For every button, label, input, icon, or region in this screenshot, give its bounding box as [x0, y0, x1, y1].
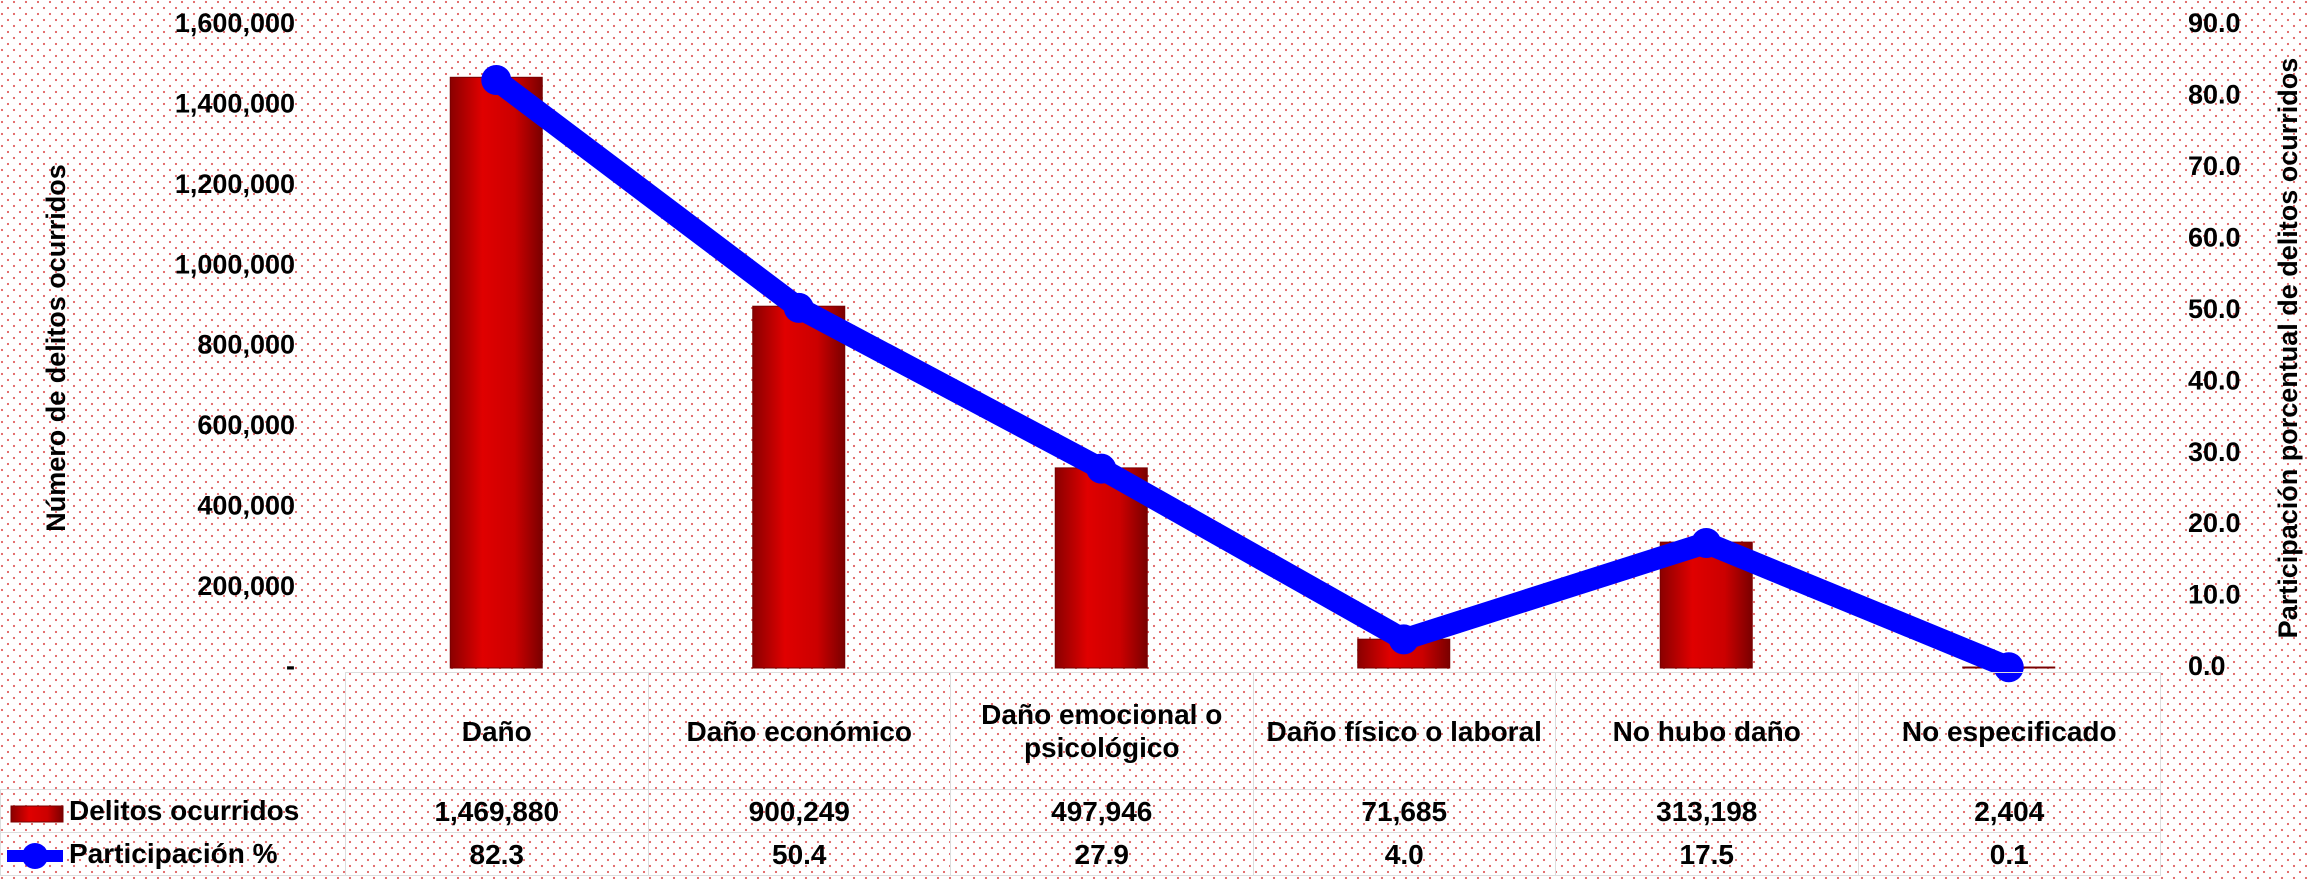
legend-marker: [22, 842, 48, 869]
y-tick-label: 800,000: [197, 330, 295, 360]
line-marker: [783, 292, 814, 323]
series-row: Delitos ocurridos 1,469,880 900,249 497,946…: [0, 789, 2161, 833]
y-axis-title: Número de delitos ocurridos: [41, 164, 71, 532]
category-label: Daño físico o laboral: [1252, 672, 1556, 790]
legend-swatch: [7, 842, 63, 869]
category-row: Daño Daño económico Daño emocional o psico…: [1, 672, 2161, 790]
value-label: 50.4: [647, 832, 951, 876]
line-marker: [1086, 453, 1117, 484]
value-label: 0.1: [1857, 832, 2161, 876]
category-label: Daño económico: [647, 672, 951, 790]
y2-tick-label: 0.0: [2188, 651, 2226, 681]
y2-tick-label: 80.0: [2188, 80, 2241, 110]
legend-label: Delitos ocurridos: [69, 795, 300, 827]
y2-tick-label: 60.0: [2188, 222, 2241, 252]
value-label: 27.9: [950, 832, 1254, 876]
line-marker: [1691, 527, 1722, 558]
y2-tick-label: 30.0: [2188, 437, 2241, 467]
y2-tick-label: 90.0: [2188, 8, 2241, 38]
value-label: 2,404: [1857, 789, 2161, 833]
y-tick-label: 600,000: [197, 410, 295, 440]
y2-tick-label: 20.0: [2188, 508, 2241, 538]
y2-tick-label: 50.0: [2188, 294, 2241, 324]
legend-label: Participación %: [69, 838, 278, 870]
value-label: 1,469,880: [345, 789, 649, 833]
legend-cell: Delitos ocurridos: [0, 789, 346, 833]
legend-cell: Participación %: [0, 832, 346, 876]
value-label: 900,249: [647, 789, 951, 833]
category-label: No hubo daño: [1555, 672, 1859, 790]
y-tick-label: 1,600,000: [175, 8, 295, 38]
legend-bar: [10, 805, 64, 823]
y2-tick-label: 70.0: [2188, 151, 2241, 181]
empty-cell: [1, 673, 346, 790]
category-label: No especificado: [1857, 672, 2161, 790]
y2-tick-label: 10.0: [2188, 580, 2241, 610]
category-label: Daño emocional o psicológico: [950, 672, 1254, 790]
y-tick-label: 1,400,000: [175, 89, 295, 119]
y-tick-label: 400,000: [197, 490, 295, 520]
y-tick-label: 1,000,000: [175, 249, 295, 279]
y-tick-label: 200,000: [197, 571, 295, 601]
y2-tick-label: 40.0: [2188, 365, 2241, 395]
category-label: Daño: [345, 672, 649, 790]
value-label: 82.3: [345, 832, 649, 876]
data-table: Daño Daño económico Daño emocional o psico…: [0, 672, 2161, 876]
series-row: Participación % 82.3 50.4 27.9 4.0 17.5 0.1: [0, 832, 2161, 876]
y-tick-label: -: [286, 651, 295, 681]
y-tick-label: 1,200,000: [175, 169, 295, 199]
value-label: 497,946: [950, 789, 1254, 833]
y2-axis-title: Participación porcentual de delitos ocur…: [2273, 58, 2303, 639]
line-marker: [1388, 624, 1419, 655]
bar: [449, 76, 543, 669]
value-label: 17.5: [1555, 832, 1859, 876]
bar: [752, 305, 846, 669]
line: [489, 71, 2013, 678]
value-label: 71,685: [1252, 789, 1556, 833]
value-label: 4.0: [1252, 832, 1556, 876]
bar: [1054, 467, 1148, 669]
line-marker: [481, 65, 512, 96]
legend-swatch: [10, 805, 64, 823]
value-label: 313,198: [1555, 789, 1859, 833]
